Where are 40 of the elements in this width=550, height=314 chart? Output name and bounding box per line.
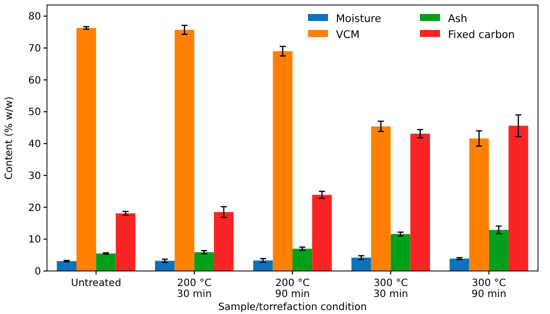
bar: [76, 28, 96, 271]
x-axis-title: Sample/torrefaction condition: [218, 302, 367, 313]
x-tick-label: 300 °C 90 min: [472, 278, 506, 300]
bar: [390, 234, 410, 271]
bar: [194, 252, 214, 271]
bar: [96, 253, 116, 271]
x-tick-label: 300 °C 30 min: [373, 278, 408, 300]
y-axis-title: Content (% w/w): [4, 96, 15, 180]
y-tick-label: 30: [28, 170, 41, 182]
legend-label: Ash: [448, 13, 468, 25]
legend-label: VCM: [336, 29, 360, 41]
y-tick-label: 70: [28, 44, 41, 55]
bar: [312, 194, 332, 271]
bar: [351, 258, 372, 271]
bar: [56, 261, 76, 271]
bar: [116, 213, 136, 271]
bar: [292, 248, 312, 271]
bar: [410, 134, 430, 271]
bar: [450, 258, 470, 271]
y-tick-label: 60: [28, 75, 41, 86]
y-tick-label: 20: [28, 202, 41, 214]
bar: [508, 126, 528, 271]
y-tick-label: 80: [28, 12, 41, 23]
legend-label: Fixed carbon: [448, 29, 515, 41]
bar: [155, 260, 175, 271]
bar: [253, 260, 273, 271]
bar: [272, 51, 292, 271]
legend-label: Moisture: [336, 13, 382, 25]
x-tick-label: 200 °C 90 min: [275, 278, 310, 300]
y-tick-label: 10: [28, 234, 41, 246]
x-tick-label: 200 °C 30 min: [176, 278, 212, 300]
y-tick-label: 50: [28, 107, 41, 118]
bar: [488, 230, 509, 271]
y-tick-label: 0: [34, 266, 41, 278]
bar: [371, 126, 391, 271]
bar: [469, 138, 489, 271]
bar: [174, 30, 194, 271]
x-tick-label: Untreated: [71, 278, 122, 289]
y-tick-label: 40: [28, 139, 41, 150]
bar: [214, 212, 234, 271]
